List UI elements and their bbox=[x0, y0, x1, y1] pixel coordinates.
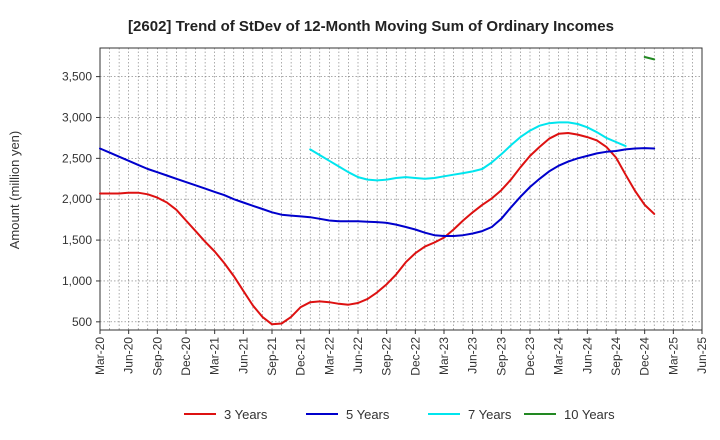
x-tick-label: Mar-25 bbox=[666, 337, 680, 375]
legend: 3 Years 5 Years 7 Years 10 Years bbox=[184, 407, 615, 422]
grid bbox=[100, 48, 702, 330]
series-lines bbox=[99, 56, 656, 326]
x-tick-label: Jun-24 bbox=[580, 337, 594, 374]
y-axis-ticks: 500 1,000 1,500 2,000 2,500 3,000 3,500 bbox=[62, 70, 100, 329]
x-axis-ticks: Mar-20 Jun-20 Sep-20 Dec-20 Mar-21 Jun-21 Sep-… bbox=[93, 330, 709, 376]
y-axis-title: Amount (million yen) bbox=[7, 131, 22, 250]
series-line-5-years bbox=[99, 147, 656, 237]
x-tick-label: Dec-20 bbox=[179, 337, 193, 376]
x-tick-label: Mar-23 bbox=[437, 337, 451, 375]
x-tick-label: Mar-20 bbox=[93, 337, 107, 375]
legend-label-3-years: 3 Years bbox=[224, 407, 268, 422]
series-line-7-years bbox=[309, 121, 627, 182]
x-tick-label: Sep-22 bbox=[380, 337, 394, 376]
x-tick-label: Jun-21 bbox=[236, 337, 250, 374]
x-tick-label: Dec-22 bbox=[408, 337, 422, 376]
x-tick-label: Sep-20 bbox=[150, 337, 164, 376]
x-tick-label: Sep-24 bbox=[609, 337, 623, 376]
chart-title: [2602] Trend of StDev of 12-Month Moving… bbox=[128, 18, 614, 35]
legend-label-10-years: 10 Years bbox=[564, 407, 615, 422]
x-tick-label: Jun-22 bbox=[351, 337, 365, 374]
series-line-3-years bbox=[99, 132, 656, 326]
x-tick-label: Mar-24 bbox=[552, 337, 566, 375]
x-tick-label: Dec-23 bbox=[523, 337, 537, 376]
x-tick-label: Sep-23 bbox=[494, 337, 508, 376]
series-line-10-years bbox=[643, 56, 656, 61]
y-tick-label: 1,000 bbox=[62, 274, 92, 288]
y-tick-label: 3,500 bbox=[62, 70, 92, 84]
x-tick-label: Dec-21 bbox=[294, 337, 308, 376]
y-tick-label: 2,000 bbox=[62, 192, 92, 206]
x-tick-label: Sep-21 bbox=[265, 337, 279, 376]
y-tick-label: 3,000 bbox=[62, 110, 92, 124]
x-tick-label: Mar-22 bbox=[322, 337, 336, 375]
y-tick-label: 2,500 bbox=[62, 151, 92, 165]
x-tick-label: Mar-21 bbox=[208, 337, 222, 375]
x-tick-label: Dec-24 bbox=[638, 337, 652, 376]
x-tick-label: Jun-25 bbox=[695, 337, 709, 374]
x-tick-label: Jun-23 bbox=[466, 337, 480, 374]
y-tick-label: 1,500 bbox=[62, 233, 92, 247]
legend-label-7-years: 7 Years bbox=[468, 407, 512, 422]
plot-frame bbox=[99, 47, 703, 331]
y-tick-label: 500 bbox=[72, 315, 92, 329]
x-tick-label: Jun-20 bbox=[122, 337, 136, 374]
legend-label-5-years: 5 Years bbox=[346, 407, 390, 422]
